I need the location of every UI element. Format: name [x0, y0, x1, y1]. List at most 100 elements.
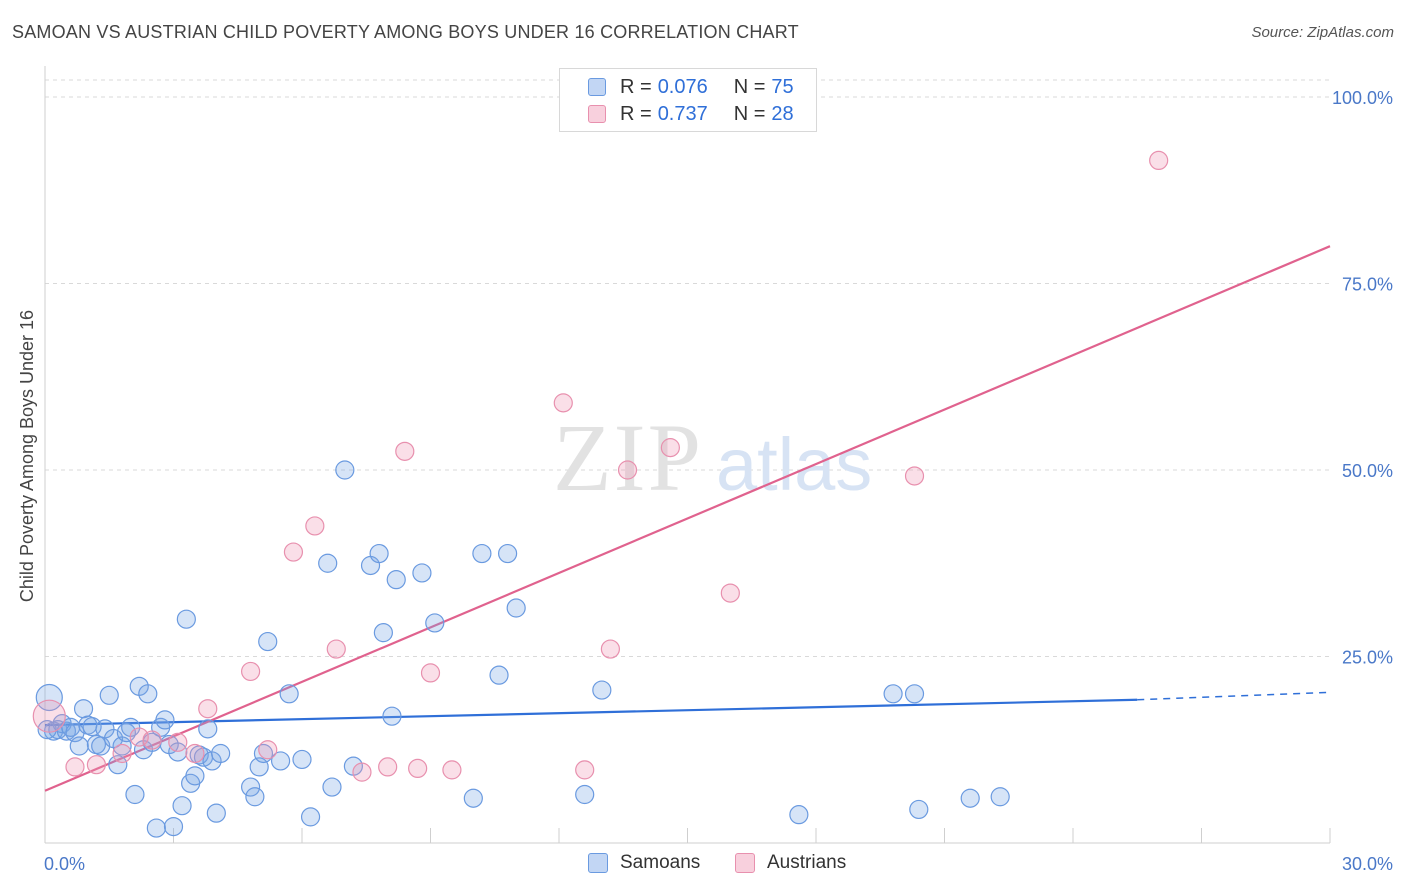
samoans-point	[382, 706, 402, 726]
samoans-point	[498, 543, 518, 564]
austrians-point	[258, 740, 278, 760]
samoans-point	[163, 816, 184, 837]
austrians-point	[185, 743, 205, 764]
austrians-point	[86, 755, 107, 775]
samoans-point	[904, 684, 925, 704]
samoans-point	[125, 784, 145, 805]
austrians-swatch	[588, 105, 606, 123]
samoans-point	[463, 788, 483, 808]
axes	[44, 66, 1331, 844]
r-label: R =	[620, 102, 652, 125]
legend-row-samoans: R = 0.076 N = 75	[588, 75, 794, 99]
austrians-point	[617, 460, 638, 480]
austrians-point	[420, 663, 441, 683]
samoans-point	[592, 680, 612, 700]
samoans-point	[211, 743, 231, 764]
austrians-point	[600, 639, 621, 659]
legend-label-austrians: Austrians	[767, 852, 847, 873]
samoans-point	[386, 570, 406, 590]
samoans-point	[206, 803, 226, 823]
samoans-point	[472, 543, 492, 564]
samoans-point	[73, 699, 94, 719]
samoans-point	[960, 788, 980, 808]
r-value: 0.076	[657, 75, 708, 98]
austrians-point	[112, 743, 132, 764]
austrians-point	[142, 730, 162, 750]
samoans-point	[241, 777, 261, 797]
samoans-point	[138, 684, 158, 704]
samoans-point	[279, 684, 299, 704]
austrians-point	[720, 583, 740, 603]
samoans-point	[300, 807, 321, 827]
samoans-swatch	[588, 853, 608, 873]
samoans-trend-line	[44, 698, 1138, 727]
samoans-point	[172, 796, 192, 816]
austrians-point	[241, 661, 261, 682]
austrians-point	[198, 699, 218, 719]
samoans-point	[425, 613, 445, 633]
y-tick-label: 25.0%	[1342, 648, 1393, 668]
samoans-point	[909, 799, 929, 820]
samoans-point	[37, 720, 57, 740]
samoans-point	[575, 784, 595, 805]
n-label: N =	[733, 102, 766, 125]
samoans-point	[176, 609, 196, 629]
x-tick-label: 30.0%	[1342, 854, 1393, 874]
n-label: N =	[733, 75, 766, 98]
samoans-trend	[44, 691, 1331, 727]
samoans-points	[35, 460, 1010, 838]
austrians-point	[660, 438, 680, 458]
samoans-point	[322, 777, 342, 797]
austrians-point	[305, 516, 325, 536]
samoans-swatch	[588, 78, 606, 96]
austrians-point	[904, 466, 925, 486]
samoans-point	[789, 805, 809, 825]
austrians-point	[283, 542, 304, 562]
samoans-point	[373, 623, 393, 643]
chart-title: SAMOAN VS AUSTRIAN CHILD POVERTY AMONG B…	[12, 22, 799, 42]
samoans-point	[108, 755, 128, 775]
austrians-swatch	[735, 853, 755, 873]
samoans-point	[270, 751, 291, 771]
n-value: 75	[771, 75, 794, 98]
x-tick-label: 0.0%	[44, 854, 85, 874]
samoans-point	[369, 543, 389, 564]
austrians-point	[168, 732, 188, 752]
austrians-point	[395, 441, 415, 461]
r-label: R =	[620, 75, 652, 98]
watermark: ZIP atlas	[553, 404, 872, 511]
n-value: 28	[771, 102, 794, 125]
austrians-point	[408, 758, 428, 779]
samoans-point	[69, 736, 89, 756]
samoans-point	[35, 683, 63, 712]
samoans-point	[185, 766, 205, 786]
r-value: 0.737	[657, 102, 708, 125]
watermark-atlas: atlas	[716, 423, 872, 506]
y-tick-label: 50.0%	[1342, 461, 1393, 481]
samoans-trend-extension	[1137, 691, 1331, 701]
austrians-point	[1149, 150, 1169, 171]
samoans-point	[155, 710, 175, 730]
samoans-point	[292, 749, 312, 770]
austrians-point	[32, 699, 66, 733]
samoans-point	[146, 818, 166, 838]
austrians-trend-line	[44, 245, 1331, 792]
stats-legend: R = 0.076 N = 75 R = 0.737 N = 28	[559, 68, 817, 132]
legend-item-samoans[interactable]: Samoans	[588, 852, 700, 874]
legend-item-austrians[interactable]: Austrians	[735, 852, 846, 874]
austrians-point	[442, 760, 462, 780]
samoans-point	[990, 787, 1010, 807]
grid-lines	[45, 79, 1330, 657]
austrians-point	[378, 757, 398, 777]
y-tick-label: 75.0%	[1342, 275, 1393, 295]
samoans-point	[99, 685, 119, 705]
austrians-points	[32, 150, 1169, 782]
samoans-point	[489, 665, 509, 685]
austrians-point	[65, 757, 85, 777]
watermark-zip: ZIP	[553, 404, 703, 511]
samoans-point	[245, 787, 265, 807]
source-label: Source: ZipAtlas.com	[1251, 24, 1394, 41]
samoans-point	[168, 742, 188, 762]
samoans-point	[258, 631, 278, 652]
